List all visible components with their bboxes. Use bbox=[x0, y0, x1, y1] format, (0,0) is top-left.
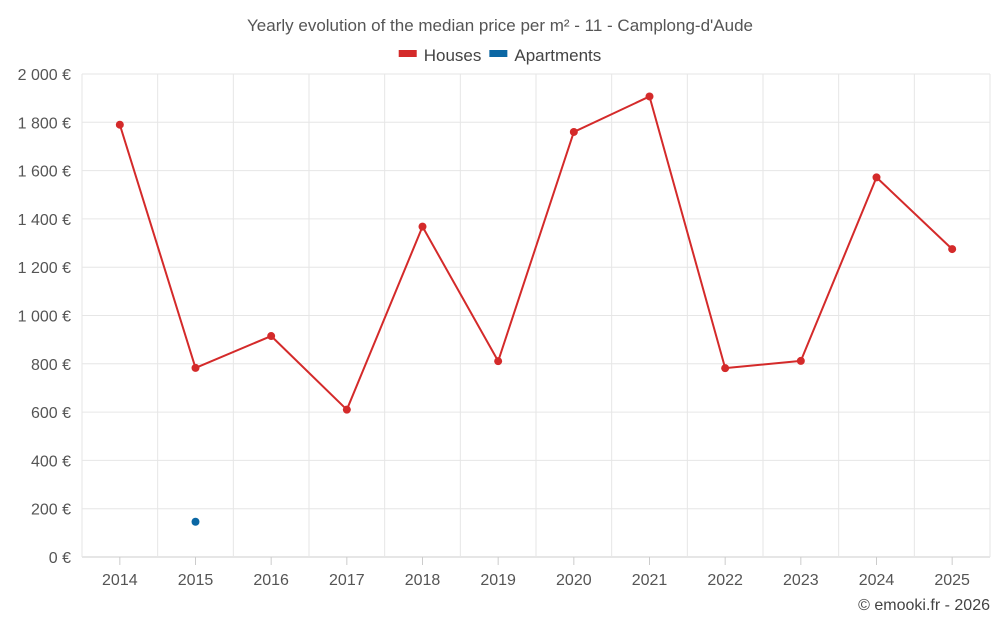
y-tick-label: 200 € bbox=[31, 502, 71, 519]
houses-point bbox=[569, 127, 578, 136]
y-tick-label: 1 000 € bbox=[18, 309, 71, 326]
x-tick-label: 2014 bbox=[102, 572, 138, 589]
series-layer bbox=[115, 92, 957, 526]
x-tick-label: 2023 bbox=[783, 572, 819, 589]
series-houses bbox=[115, 92, 957, 414]
houses-point bbox=[191, 363, 200, 372]
houses-point bbox=[342, 405, 351, 414]
houses-point bbox=[494, 357, 503, 366]
legend-item-apartments: Apartments bbox=[489, 46, 601, 65]
houses-line bbox=[118, 95, 953, 411]
series-apartments bbox=[191, 517, 200, 526]
y-tick-label: 1 800 € bbox=[18, 115, 71, 132]
houses-point bbox=[948, 245, 957, 254]
x-tick-label: 2021 bbox=[632, 572, 668, 589]
x-tick-label: 2017 bbox=[329, 572, 365, 589]
x-tick-label: 2018 bbox=[405, 572, 441, 589]
y-tick-label: 1 600 € bbox=[18, 164, 71, 181]
houses-point bbox=[796, 356, 805, 365]
x-axis: 2014 2015 2016 2017 2018 2019 2020 2021 2022 2023… bbox=[102, 557, 970, 589]
x-tick-label: 2022 bbox=[707, 572, 743, 589]
y-tick-label: 0 € bbox=[49, 550, 71, 567]
x-tick-label: 2024 bbox=[859, 572, 895, 589]
x-tick-label: 2020 bbox=[556, 572, 592, 589]
credit-text: © emooki.fr - 2026 bbox=[858, 597, 990, 614]
y-tick-label: 800 € bbox=[31, 357, 71, 374]
legend: Houses Apartments bbox=[398, 46, 601, 65]
y-tick-label: 1 400 € bbox=[18, 212, 71, 229]
houses-point bbox=[115, 120, 124, 129]
x-tick-label: 2019 bbox=[480, 572, 516, 589]
legend-item-houses: Houses bbox=[398, 46, 482, 65]
houses-legend-swatch bbox=[398, 50, 417, 57]
legend-label: Apartments bbox=[514, 46, 601, 65]
houses-point bbox=[721, 364, 730, 373]
x-tick-label: 2015 bbox=[178, 572, 214, 589]
chart-title: Yearly evolution of the median price per… bbox=[247, 16, 753, 35]
apartments-point bbox=[191, 517, 200, 526]
legend-label: Houses bbox=[424, 46, 482, 65]
y-tick-label: 1 200 € bbox=[18, 260, 71, 277]
y-axis: 0 € 200 € 400 € 600 € 800 € 1 000 € 1 200 € 1 4… bbox=[18, 67, 71, 567]
y-tick-label: 400 € bbox=[31, 453, 71, 470]
houses-point bbox=[872, 173, 881, 182]
houses-point bbox=[645, 92, 654, 101]
y-tick-label: 600 € bbox=[31, 405, 71, 422]
x-tick-label: 2025 bbox=[934, 572, 970, 589]
houses-point bbox=[267, 332, 276, 341]
y-tick-label: 2 000 € bbox=[18, 67, 71, 84]
houses-point bbox=[418, 222, 427, 231]
x-tick-label: 2016 bbox=[253, 572, 289, 589]
grid bbox=[81, 73, 991, 558]
apartments-legend-swatch bbox=[489, 50, 508, 57]
